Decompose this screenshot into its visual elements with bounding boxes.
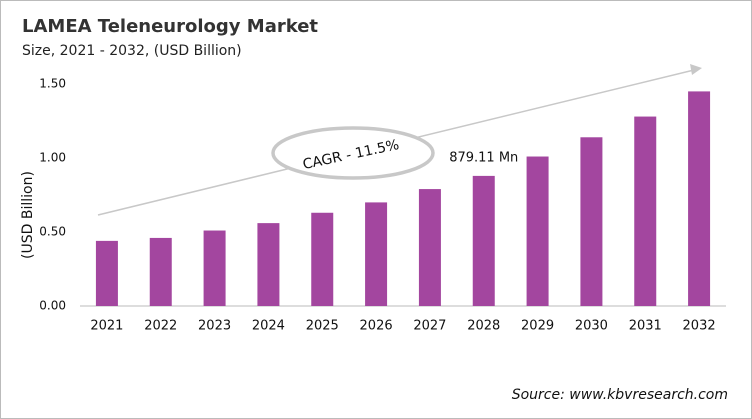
y-tick-label: 1.00 [39, 151, 66, 165]
y-tick-label: 1.50 [39, 77, 66, 91]
bar [418, 189, 441, 306]
x-tick-label: 2026 [360, 319, 393, 334]
x-tick-label: 2023 [198, 319, 231, 334]
chart-subtitle: Size, 2021 - 2032, (USD Billion) [22, 43, 242, 59]
source: Source: www.kbvresearch.com [512, 387, 728, 403]
x-tick-label: 2029 [521, 319, 554, 334]
bar [688, 91, 711, 307]
x-tick-label: 2031 [629, 319, 662, 334]
chart-title: LAMEA Teleneurology Market [22, 16, 318, 37]
bar [149, 237, 172, 306]
x-tick-label: 2027 [413, 319, 446, 334]
x-tick-label: 2032 [683, 319, 716, 334]
bar [257, 223, 280, 306]
arrow-head [690, 64, 702, 75]
y-axis-label: (USD Billion) [20, 171, 36, 259]
bar [203, 230, 226, 306]
x-tick-label: 2021 [90, 319, 123, 334]
x-tick-label: 2030 [575, 319, 608, 334]
bar [365, 202, 388, 306]
value-label: 879.11 Mn [449, 150, 518, 165]
bar [526, 156, 549, 306]
y-tick-label: 0.50 [39, 225, 66, 239]
bar [95, 240, 118, 306]
x-tick-label: 2025 [306, 319, 339, 334]
bar [634, 116, 657, 306]
x-tick-label: 2028 [467, 319, 500, 334]
x-tick-label: 2022 [144, 319, 177, 334]
x-tick-label: 2024 [252, 319, 285, 334]
bar [580, 137, 603, 306]
bar [311, 212, 334, 306]
y-tick-label: 0.00 [39, 299, 66, 313]
bar [472, 175, 495, 306]
cagr-ellipse [271, 126, 435, 180]
